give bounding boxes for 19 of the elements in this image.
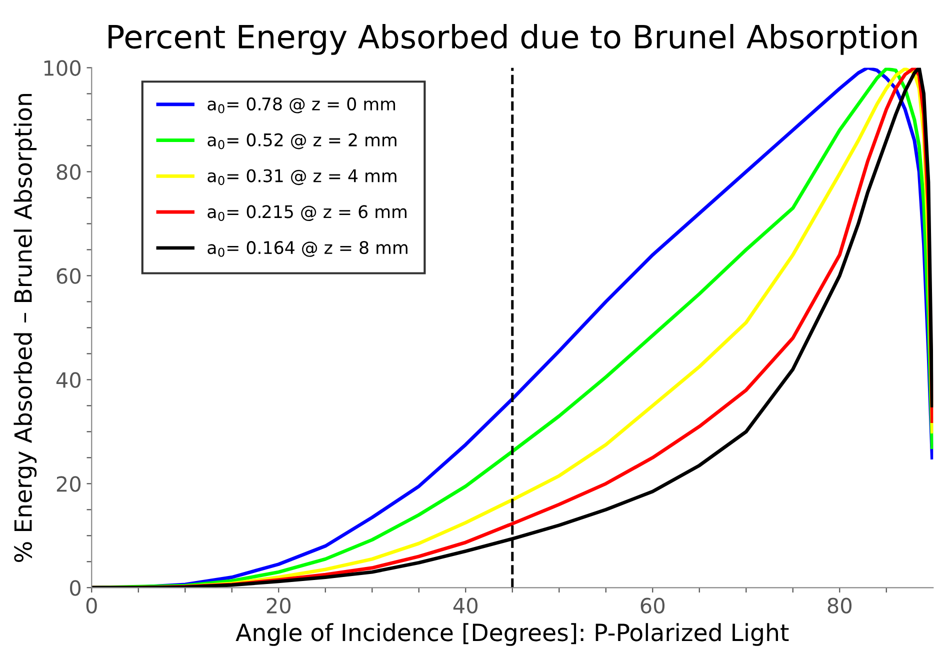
legend-label: a$_{0}$= 0.78 @ z = 0 mm — [208, 97, 396, 114]
legend-label: a$_{0}$= 0.164 @ z = 8 mm — [208, 241, 408, 257]
x-tick-label: 80 — [828, 598, 852, 614]
x-tick-label: 20 — [266, 598, 290, 614]
y-tick-label: 80 — [56, 164, 81, 180]
x-axis-title: Angle of Incidence [Degrees]: P-Polarized Light — [236, 623, 789, 646]
legend-label: a$_{0}$= 0.31 @ z = 4 mm — [208, 169, 396, 186]
legend-label: a$_{0}$= 0.52 @ z = 2 mm — [208, 133, 396, 150]
x-tick-label: 0 — [86, 598, 97, 614]
y-tick-label: 40 — [56, 372, 81, 388]
x-tick-label: 60 — [640, 598, 664, 614]
legend-label: a$_{0}$= 0.215 @ z = 6 mm — [208, 205, 406, 222]
y-axis-title: % Energy Absorbed – Brunel Absorption — [14, 94, 37, 562]
chart-title: Percent Energy Absorbed due to Brunel Absorption — [108, 24, 917, 55]
y-tick-label: 100 — [44, 60, 81, 76]
y-tick-label: 60 — [56, 268, 81, 284]
x-tick-label: 40 — [453, 598, 478, 614]
y-tick-label: 20 — [56, 476, 81, 492]
y-tick-label: 0 — [70, 580, 81, 596]
